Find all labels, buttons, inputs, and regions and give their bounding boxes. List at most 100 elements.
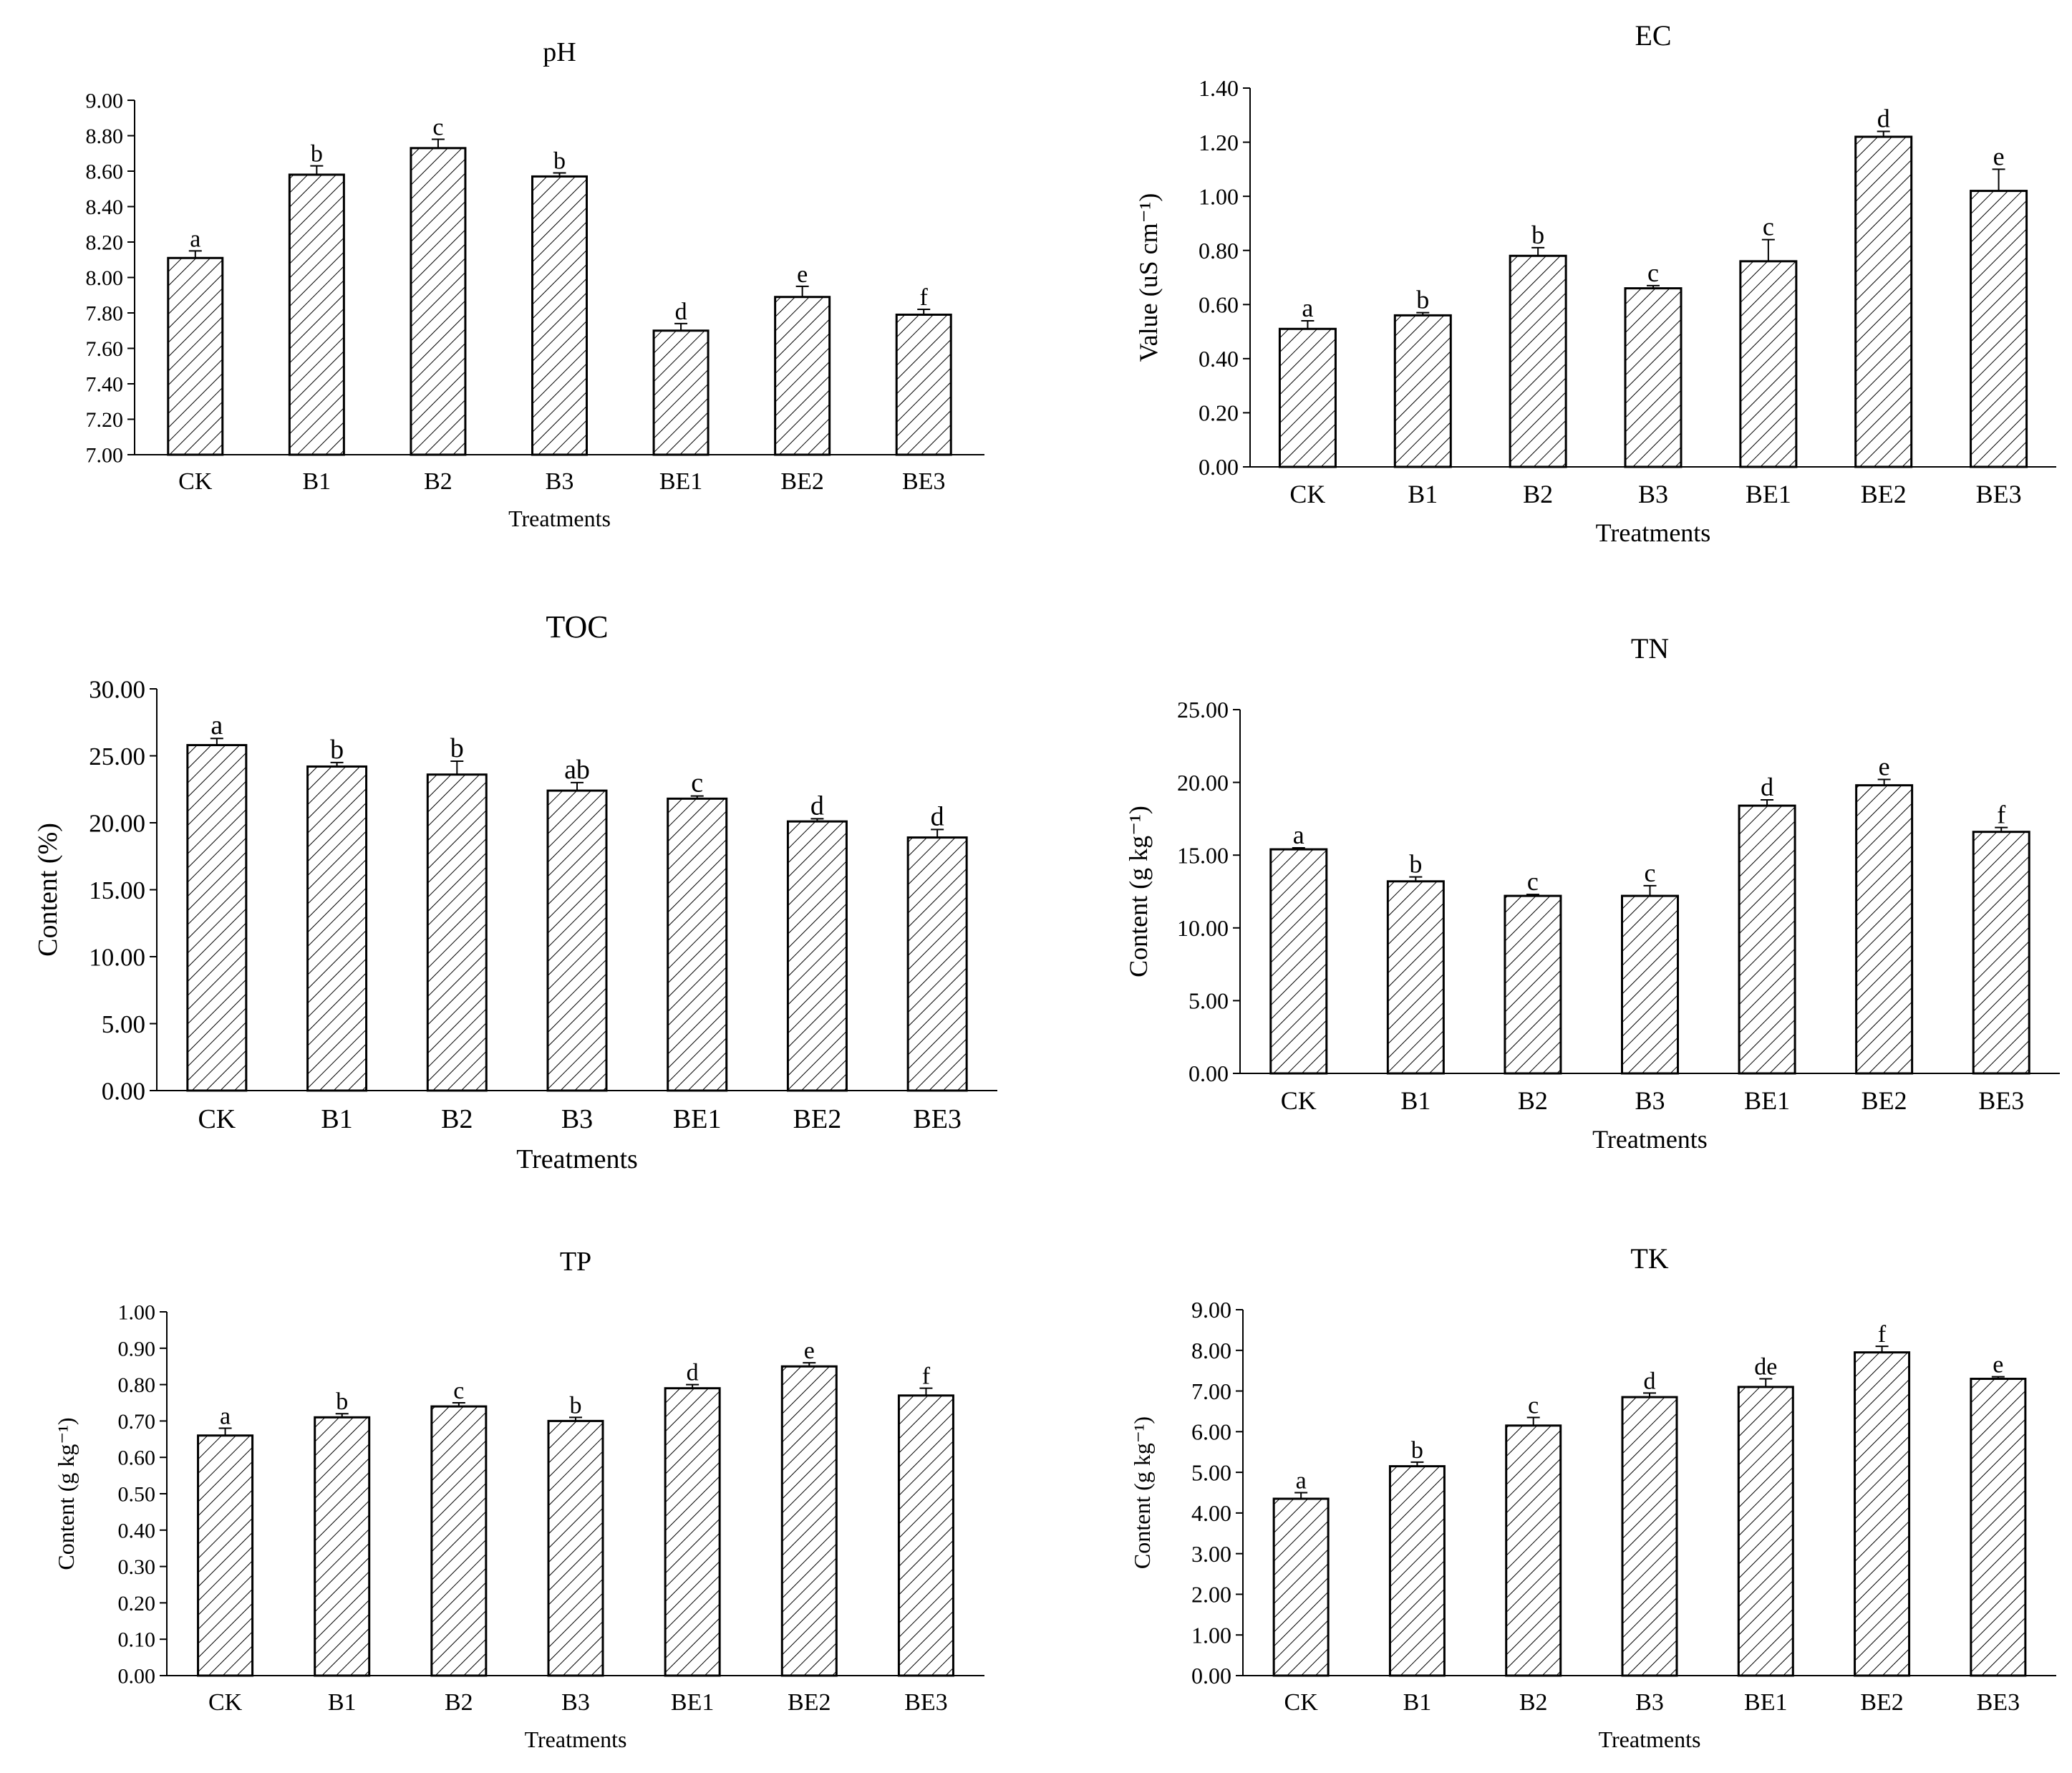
y-tick-label: 0.60 [118, 1446, 156, 1470]
x-tick-label: BE1 [1744, 1086, 1790, 1115]
x-tick-label: CK [198, 1104, 236, 1134]
significance-letter: b [1411, 1437, 1423, 1464]
y-tick-label: 1.00 [1199, 183, 1239, 209]
x-tick-label: CK [1281, 1086, 1317, 1115]
chart-title: TN [1631, 632, 1669, 665]
x-tick-label: B2 [1519, 1689, 1548, 1716]
y-tick-label: 0.00 [118, 1665, 156, 1689]
x-tick-label: BE1 [659, 468, 702, 495]
x-tick-label: CK [178, 468, 213, 495]
y-tick-label: 15.00 [89, 876, 145, 904]
bar-B2 [410, 147, 467, 456]
y-tick-label: 8.00 [86, 266, 124, 290]
significance-letter: f [922, 1363, 931, 1390]
x-tick-label: B3 [561, 1689, 590, 1716]
y-tick-label: 8.00 [1191, 1338, 1231, 1363]
panel-ec: EC 0.00 0.20 0.40 0.60 0.80 1.00 1.20 1.40 a b b c c d… [1036, 0, 2072, 587]
x-tick-label: BE3 [913, 1104, 962, 1134]
y-tick-label: 0.00 [1189, 1061, 1229, 1086]
bar-B2 [1509, 254, 1567, 468]
chart-tk: TK 0.00 1.00 2.00 3.00 4.00 5.00 6.00 7.00 8.00 9.… [1129, 1242, 2056, 1752]
chart-tn: TN 0.00 5.00 10.00 15.00 20.00 25.00 a b c c d e f CK B… [1124, 632, 2060, 1154]
y-tick-label: 0.70 [118, 1410, 156, 1434]
bar-B1 [306, 765, 368, 1092]
bar-B3 [1624, 287, 1683, 468]
bar-B1 [314, 1416, 371, 1677]
bar-B3 [546, 789, 608, 1092]
bar-BE1 [1738, 804, 1796, 1075]
y-tick-label: 7.60 [86, 337, 124, 361]
x-tick-label: BE3 [902, 468, 945, 495]
x-tick-label: B3 [561, 1104, 593, 1134]
y-axis-title: Value (uS cm⁻¹) [1134, 193, 1163, 362]
bar-BE3 [1970, 190, 2028, 468]
significance-letter: c [432, 114, 443, 140]
chart-ph: pH 7.00 7.20 7.40 7.60 7.80 8.00 8.20 8.40 8.60 8.… [86, 37, 984, 531]
significance-letter: a [1293, 821, 1304, 849]
x-tick-label: BE2 [1860, 1689, 1903, 1716]
y-tick-label: 0.20 [118, 1592, 156, 1615]
significance-letter: c [1527, 867, 1539, 896]
x-tick-label: B3 [546, 468, 574, 495]
y-axis-title: Content (%) [33, 823, 63, 957]
panel-tn: TN 0.00 5.00 10.00 15.00 20.00 25.00 a b c c d e f CK B… [1036, 602, 2072, 1189]
significance-letter: b [330, 735, 344, 765]
significance-letter: a [210, 710, 223, 740]
y-tick-label: 3.00 [1191, 1541, 1231, 1567]
bar-B2 [1504, 894, 1562, 1075]
x-tick-label: BE1 [1746, 480, 1791, 508]
y-tick-label: 0.00 [102, 1077, 145, 1105]
x-axis-title: Treatments [1596, 518, 1711, 547]
significance-letter: b [336, 1388, 348, 1415]
significance-letter: e [804, 1338, 815, 1364]
y-tick-label: 0.80 [1199, 238, 1239, 264]
bar-B2 [1505, 1424, 1562, 1677]
x-axis-title: Treatments [508, 506, 611, 531]
x-tick-label: B2 [441, 1104, 473, 1134]
x-tick-label: BE2 [1862, 1086, 1907, 1115]
bar-B3 [1621, 894, 1679, 1075]
x-tick-label: BE1 [673, 1104, 722, 1134]
significance-letter: a [1296, 1468, 1307, 1494]
significance-letter: f [1997, 801, 2005, 829]
panel-toc: TOC 0.00 5.00 10.00 15.00 20.00 25.00 30.00 a b b a… [0, 602, 1036, 1189]
bar-BE2 [1854, 135, 1913, 468]
bar-BE2 [780, 1365, 838, 1677]
significance-letter: c [1645, 859, 1656, 887]
significance-letter: b [570, 1392, 582, 1419]
x-tick-label: BE2 [780, 468, 823, 495]
chart-ec: EC 0.00 0.20 0.40 0.60 0.80 1.00 1.20 1.40 a b b c c d… [1134, 19, 2056, 547]
chart-title: TK [1630, 1242, 1668, 1275]
y-tick-label: 4.00 [1191, 1500, 1231, 1526]
significance-letter: d [675, 299, 687, 325]
y-tick-label: 7.00 [86, 444, 124, 468]
x-tick-label: B2 [424, 468, 452, 495]
bar-B1 [1388, 1465, 1446, 1677]
x-tick-label: B3 [1635, 1689, 1664, 1716]
bar-BE1 [1737, 1386, 1794, 1677]
panel-tp: TP 0.00 0.10 0.20 0.30 0.40 0.50 0.60 0.70 0.80 0.… [0, 1217, 1036, 1769]
y-tick-label: 0.80 [118, 1373, 156, 1397]
y-tick-label: 2.00 [1191, 1582, 1231, 1608]
x-tick-label: BE1 [1744, 1689, 1787, 1716]
y-tick-label: 7.80 [86, 302, 124, 326]
y-tick-label: 5.00 [1191, 1459, 1231, 1485]
x-tick-label: B2 [1518, 1086, 1548, 1115]
x-tick-label: B1 [328, 1689, 357, 1716]
significance-letter: d [1644, 1368, 1656, 1394]
significance-letter: b [1409, 850, 1422, 879]
significance-letter: d [687, 1360, 699, 1386]
y-tick-label: 20.00 [89, 809, 145, 837]
significance-letter: d [810, 791, 824, 821]
bar-BE1 [1739, 260, 1798, 468]
x-tick-label: B1 [1400, 1086, 1430, 1115]
y-tick-label: 10.00 [89, 943, 145, 971]
significance-letter: d [1877, 104, 1890, 132]
bar-CK [1272, 1497, 1330, 1677]
y-axis-title: Content (g kg⁻¹) [53, 1417, 79, 1570]
bar-B1 [1386, 880, 1445, 1075]
chart-title: TOC [546, 609, 608, 644]
y-tick-label: 1.40 [1199, 75, 1239, 101]
significance-letter: de [1754, 1354, 1777, 1381]
